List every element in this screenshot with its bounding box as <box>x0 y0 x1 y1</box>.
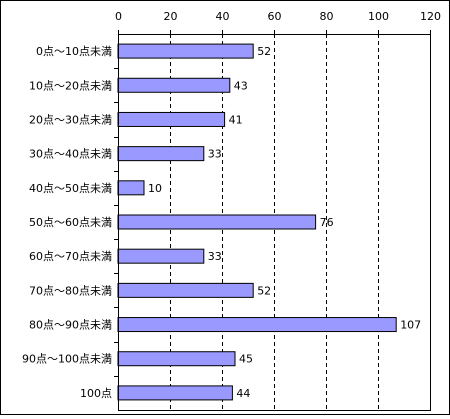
data-label-0: 52 <box>257 45 271 58</box>
bar-2 <box>117 111 226 127</box>
data-label-5: 76 <box>320 216 334 229</box>
bars <box>117 43 397 401</box>
data-label-3: 33 <box>208 148 222 161</box>
x-tick-label-0: 0 <box>115 10 122 23</box>
plot-area-border <box>118 34 431 411</box>
x-tick-label-120: 120 <box>420 10 441 23</box>
bar-0 <box>117 43 254 59</box>
data-label-7: 52 <box>257 284 271 297</box>
category-label-4: 40点～50点未満 <box>29 182 112 195</box>
bar-7 <box>117 282 254 298</box>
category-labels: 0点～10点未満 10点～20点未満 20点～30点未満 30点～40点未満 40点～5… <box>22 45 112 400</box>
x-tick-label-100: 100 <box>368 10 389 23</box>
bar-1 <box>117 77 231 93</box>
bar-3 <box>117 146 205 162</box>
bar-5 <box>117 214 317 230</box>
data-label-8: 107 <box>400 319 421 332</box>
plot-frame <box>114 34 431 411</box>
category-label-3: 30点～40点未満 <box>29 148 112 161</box>
data-label-1: 43 <box>234 79 248 92</box>
bar-9 <box>117 351 236 367</box>
data-label-2: 41 <box>229 113 243 126</box>
data-label-4: 10 <box>148 182 162 195</box>
category-label-9: 90点～100点未満 <box>22 353 112 366</box>
category-label-5: 50点～60点未満 <box>29 216 112 229</box>
data-label-10: 44 <box>236 387 250 400</box>
category-label-2: 20点～30点未満 <box>29 113 112 126</box>
bar-6 <box>117 248 205 264</box>
category-label-7: 70点～80点未満 <box>29 284 112 297</box>
x-tick-label-80: 80 <box>320 10 334 23</box>
category-label-0: 0点～10点未満 <box>36 45 112 58</box>
bar-8 <box>117 317 397 333</box>
bar-4 <box>117 180 145 196</box>
category-label-8: 80点～90点未満 <box>29 319 112 332</box>
x-tick-label-20: 20 <box>164 10 178 23</box>
x-tick-label-40: 40 <box>216 10 230 23</box>
x-tick-label-60: 60 <box>268 10 282 23</box>
data-label-6: 33 <box>208 250 222 263</box>
category-label-10: 100点 <box>80 387 112 400</box>
data-label-9: 45 <box>239 353 253 366</box>
data-labels: 52 43 41 33 10 76 33 52 107 45 44 <box>148 45 421 400</box>
category-label-6: 60点～70点未満 <box>29 250 112 263</box>
category-label-1: 10点～20点未満 <box>29 79 112 92</box>
x-axis-ticks: 0 20 40 60 80 100 120 <box>115 10 441 34</box>
bar-10 <box>117 385 233 401</box>
